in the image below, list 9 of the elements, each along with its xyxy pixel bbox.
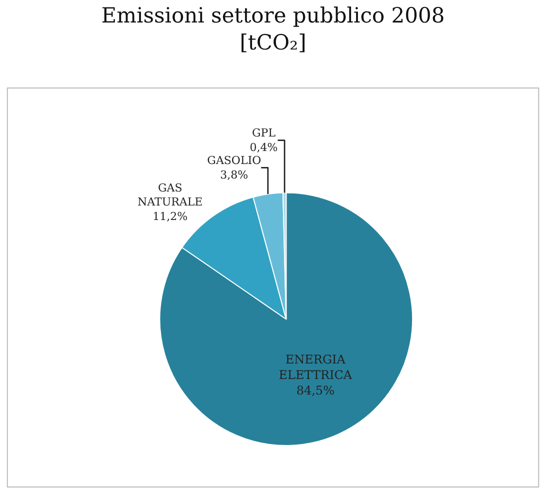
data-label: 0,4%: [250, 141, 278, 154]
data-label: 11,2%: [152, 210, 188, 223]
data-label: 84,5%: [296, 384, 334, 398]
slice-label: GAS NATURALE: [138, 181, 203, 209]
slice-label: GASOLIO: [207, 154, 262, 168]
data-label: 3,8%: [220, 168, 248, 182]
chart-title: Emissioni settore pubblico 2008 [tCO₂]: [101, 3, 445, 55]
slice-label: GPL: [252, 126, 276, 140]
slice-label: ENERGIA ELETTRICA: [278, 352, 352, 382]
